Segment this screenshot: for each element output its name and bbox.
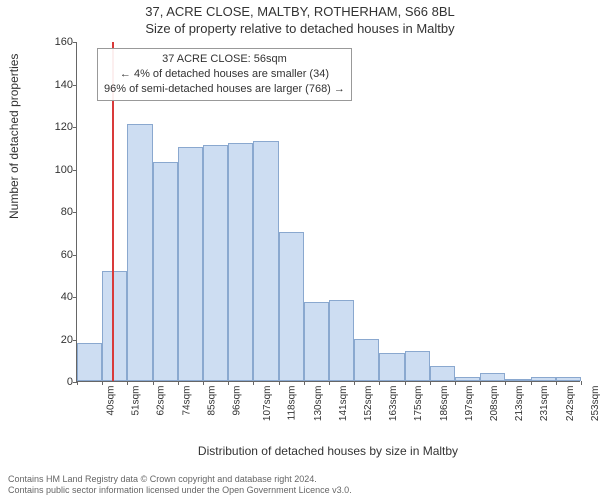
x-tick-mark: [102, 381, 103, 385]
x-tick-mark: [480, 381, 481, 385]
plot-area: 02040608010012014016040sqm51sqm62sqm74sq…: [76, 42, 580, 382]
x-tick-mark: [228, 381, 229, 385]
histogram-bar: [329, 300, 354, 381]
x-tick-mark: [178, 381, 179, 385]
histogram-bar: [279, 232, 304, 381]
anno-line1: 37 ACRE CLOSE: 56sqm: [104, 52, 345, 67]
y-tick-label: 40: [47, 291, 73, 303]
histogram-bar: [253, 141, 278, 381]
histogram-bar: [153, 162, 178, 381]
y-tick-label: 140: [47, 79, 73, 91]
x-axis-label: Distribution of detached houses by size …: [76, 444, 580, 458]
x-tick-mark: [354, 381, 355, 385]
histogram-bar: [531, 377, 556, 381]
x-tick-label: 175sqm: [413, 386, 424, 422]
x-tick-mark: [304, 381, 305, 385]
y-tick-mark: [73, 340, 77, 341]
x-tick-mark: [556, 381, 557, 385]
y-tick-mark: [73, 42, 77, 43]
x-tick-label: 141sqm: [338, 386, 349, 422]
x-tick-mark: [279, 381, 280, 385]
x-tick-mark: [531, 381, 532, 385]
y-tick-label: 160: [47, 36, 73, 48]
histogram-bar: [203, 145, 228, 381]
x-tick-label: 186sqm: [439, 386, 450, 422]
histogram-bar: [480, 373, 505, 382]
y-tick-mark: [73, 170, 77, 171]
x-tick-mark: [430, 381, 431, 385]
x-tick-mark: [455, 381, 456, 385]
histogram-bar: [379, 353, 404, 381]
x-tick-mark: [505, 381, 506, 385]
histogram-bar: [405, 351, 430, 381]
x-tick-label: 51sqm: [131, 386, 142, 416]
x-tick-mark: [581, 381, 582, 385]
histogram-bar: [455, 377, 480, 381]
footer-line2: Contains public sector information licen…: [8, 485, 352, 496]
x-tick-label: 96sqm: [232, 386, 243, 416]
page-title-main: 37, ACRE CLOSE, MALTBY, ROTHERHAM, S66 8…: [0, 0, 600, 19]
histogram-bar: [127, 124, 152, 381]
histogram-bar: [102, 271, 127, 382]
y-tick-mark: [73, 127, 77, 128]
y-tick-label: 20: [47, 334, 73, 346]
histogram-bar: [228, 143, 253, 381]
x-tick-mark: [253, 381, 254, 385]
x-tick-mark: [405, 381, 406, 385]
y-axis-label: Number of detached properties: [7, 54, 21, 219]
x-tick-label: 242sqm: [565, 386, 576, 422]
anno-line2: ← 4% of detached houses are smaller (34): [104, 67, 345, 82]
y-tick-label: 120: [47, 121, 73, 133]
x-tick-label: 62sqm: [156, 386, 167, 416]
y-tick-mark: [73, 255, 77, 256]
page-title-sub: Size of property relative to detached ho…: [0, 19, 600, 42]
chart-container: Number of detached properties 0204060801…: [40, 42, 580, 420]
x-tick-mark: [379, 381, 380, 385]
x-tick-mark: [153, 381, 154, 385]
footer-line1: Contains HM Land Registry data © Crown c…: [8, 474, 352, 485]
y-tick-mark: [73, 212, 77, 213]
histogram-bar: [178, 147, 203, 381]
x-tick-label: 40sqm: [106, 386, 117, 416]
x-tick-mark: [127, 381, 128, 385]
y-tick-label: 0: [47, 376, 73, 388]
histogram-bar: [556, 377, 581, 381]
histogram-bar: [304, 302, 329, 381]
x-tick-label: 231sqm: [539, 386, 550, 422]
x-tick-mark: [77, 381, 78, 385]
annotation-box: 37 ACRE CLOSE: 56sqm ← 4% of detached ho…: [97, 48, 352, 101]
x-tick-label: 208sqm: [489, 386, 500, 422]
x-tick-label: 152sqm: [363, 386, 374, 422]
footer-attribution: Contains HM Land Registry data © Crown c…: [8, 474, 352, 497]
y-tick-mark: [73, 297, 77, 298]
x-tick-label: 74sqm: [181, 386, 192, 416]
x-tick-label: 253sqm: [590, 386, 600, 422]
y-tick-label: 80: [47, 206, 73, 218]
y-tick-label: 100: [47, 164, 73, 176]
x-tick-label: 163sqm: [388, 386, 399, 422]
x-tick-mark: [329, 381, 330, 385]
x-tick-label: 197sqm: [464, 386, 475, 422]
anno-line3: 96% of semi-detached houses are larger (…: [104, 82, 345, 97]
x-tick-label: 85sqm: [206, 386, 217, 416]
y-tick-label: 60: [47, 249, 73, 261]
x-tick-label: 130sqm: [313, 386, 324, 422]
histogram-bar: [505, 379, 530, 381]
x-tick-label: 107sqm: [262, 386, 273, 422]
x-tick-label: 118sqm: [287, 386, 298, 421]
histogram-bar: [77, 343, 102, 381]
histogram-bar: [354, 339, 379, 382]
histogram-bar: [430, 366, 455, 381]
x-tick-mark: [203, 381, 204, 385]
y-tick-mark: [73, 85, 77, 86]
x-tick-label: 213sqm: [514, 386, 525, 422]
